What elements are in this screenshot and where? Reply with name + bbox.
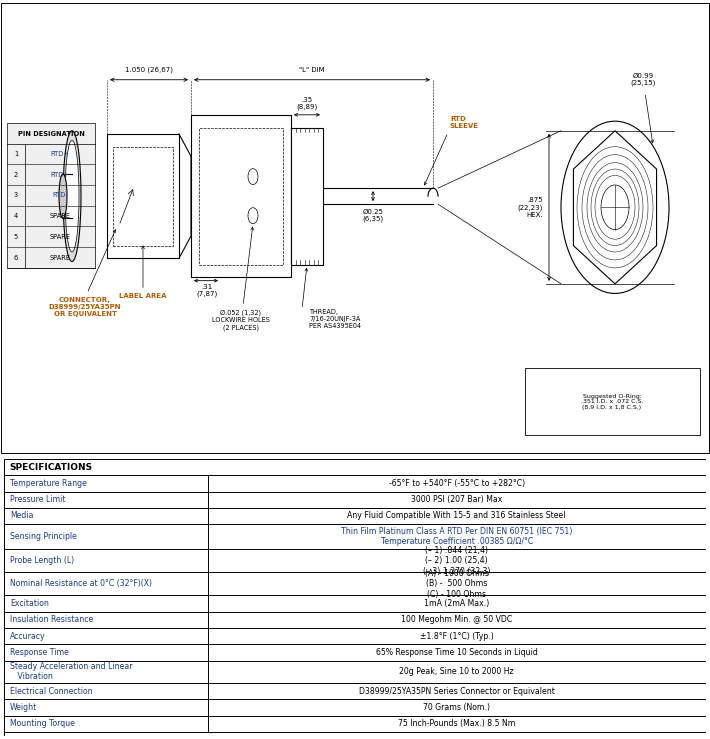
Text: Ø0.25
(6,35): Ø0.25 (6,35) (362, 209, 383, 222)
Text: Mounting Torque: Mounting Torque (10, 719, 75, 728)
Text: Suggested O-Ring:
.351 I.D. x .072 C.S.
(8,9 I.D. x 1,8 C.S.): Suggested O-Ring: .351 I.D. x .072 C.S. … (581, 394, 643, 410)
Bar (113, 147, 173, 245)
Text: Any Fluid Compatible With 15-5 and 316 Stainless Steel: Any Fluid Compatible With 15-5 and 316 S… (347, 511, 566, 520)
Bar (7, 123, 95, 268)
Text: .31
(7,87): .31 (7,87) (197, 284, 218, 297)
Text: 1mA (2mA Max.): 1mA (2mA Max.) (424, 599, 489, 608)
Text: 1: 1 (14, 151, 18, 157)
Text: Temperature Range: Temperature Range (10, 479, 87, 488)
Text: Media: Media (10, 511, 33, 520)
Text: Electrical Connection: Electrical Connection (10, 687, 92, 695)
Text: 6: 6 (14, 254, 18, 261)
Text: 3000 PSI (207 Bar) Max: 3000 PSI (207 Bar) Max (411, 495, 503, 504)
Bar (107, 134, 179, 259)
Bar (525, 368, 700, 435)
Circle shape (601, 185, 629, 230)
Text: (– 1) .844 (21,4)
(– 2) 1.00 (25,4)
(– 3) 1.270 (32,3): (– 1) .844 (21,4) (– 2) 1.00 (25,4) (– 3… (423, 546, 491, 576)
Text: 100 Megohm Min. @ 50 VDC: 100 Megohm Min. @ 50 VDC (401, 616, 513, 624)
Text: 70 Grams (Nom.): 70 Grams (Nom.) (423, 703, 490, 712)
Text: -65°F to +540°F (-55°C to +282°C): -65°F to +540°F (-55°C to +282°C) (388, 479, 525, 488)
Text: CONNECTOR,
D38999/25YA35PN
OR EQUIVALENT: CONNECTOR, D38999/25YA35PN OR EQUIVALENT (49, 296, 121, 316)
Text: Pressure Limit: Pressure Limit (10, 495, 65, 504)
Text: SPARE: SPARE (50, 234, 70, 240)
Text: 20g Peak, Sine 10 to 2000 Hz: 20g Peak, Sine 10 to 2000 Hz (400, 667, 514, 676)
Text: Nominal Resistance at 0°C (32°F)(X): Nominal Resistance at 0°C (32°F)(X) (10, 579, 152, 588)
Text: Ø.052 (1,32)
LOCKWIRE HOLES
(2 PLACES): Ø.052 (1,32) LOCKWIRE HOLES (2 PLACES) (212, 310, 270, 330)
Text: 65% Response Time 10 Seconds in Liquid: 65% Response Time 10 Seconds in Liquid (376, 648, 537, 657)
Text: Response Time: Response Time (10, 648, 69, 657)
Ellipse shape (59, 174, 67, 219)
Text: RTD+: RTD+ (50, 171, 70, 177)
Text: 2: 2 (14, 171, 18, 177)
Text: 5: 5 (14, 234, 18, 240)
Text: Probe Length (L): Probe Length (L) (10, 556, 74, 565)
Text: "L" DIM: "L" DIM (299, 67, 324, 73)
Circle shape (561, 121, 669, 293)
Text: Sensing Principle: Sensing Principle (10, 532, 77, 541)
Text: Ø0.99
(25,15): Ø0.99 (25,15) (630, 72, 656, 86)
Text: LABEL AREA: LABEL AREA (119, 293, 167, 299)
Text: RTD+: RTD+ (50, 151, 70, 157)
Text: PIN DESIGNATION: PIN DESIGNATION (18, 132, 84, 137)
Text: Excitation: Excitation (10, 599, 49, 608)
Text: (A) - 1000 Ohms
(B) -  500 Ohms
(C) - 100 Ohms: (A) - 1000 Ohms (B) - 500 Ohms (C) - 100… (425, 569, 488, 599)
Text: ±1.8°F (1°C) (Typ.): ±1.8°F (1°C) (Typ.) (420, 632, 493, 641)
Text: SPECIFICATIONS: SPECIFICATIONS (10, 463, 93, 471)
Bar (191, 115, 291, 277)
Bar (291, 128, 323, 265)
Text: Thin Film Platinum Class A RTD Per DIN EN 60751 (IEC 751)
Temperature Coefficien: Thin Film Platinum Class A RTD Per DIN E… (341, 527, 572, 546)
Text: THREAD,
7/16-20UNJF-3A
PER AS4395E04: THREAD, 7/16-20UNJF-3A PER AS4395E04 (309, 310, 361, 330)
Text: Accuracy: Accuracy (10, 632, 45, 641)
Text: Weight: Weight (10, 703, 37, 712)
Bar (199, 128, 283, 265)
Text: Steady Acceleration and Linear
   Vibration: Steady Acceleration and Linear Vibration (10, 662, 132, 681)
Text: SPARE: SPARE (50, 213, 70, 219)
Text: 75 Inch-Pounds (Max.) 8.5 Nm: 75 Inch-Pounds (Max.) 8.5 Nm (398, 719, 515, 728)
Text: .35
(8,89): .35 (8,89) (296, 97, 317, 110)
Text: RTD
SLEEVE: RTD SLEEVE (450, 116, 479, 129)
Ellipse shape (65, 140, 79, 252)
Text: 3: 3 (14, 192, 18, 198)
Text: Insulation Resistance: Insulation Resistance (10, 616, 93, 624)
Text: D38999/25YA35PN Series Connector or Equivalent: D38999/25YA35PN Series Connector or Equi… (359, 687, 555, 695)
Text: .875
(22,23)
HEX.: .875 (22,23) HEX. (518, 197, 543, 217)
Ellipse shape (63, 131, 81, 262)
Text: 1.050 (26,67): 1.050 (26,67) (125, 67, 173, 73)
Text: 4: 4 (14, 213, 18, 219)
Text: RTD-: RTD- (53, 192, 68, 198)
Text: SPARE: SPARE (50, 254, 70, 261)
